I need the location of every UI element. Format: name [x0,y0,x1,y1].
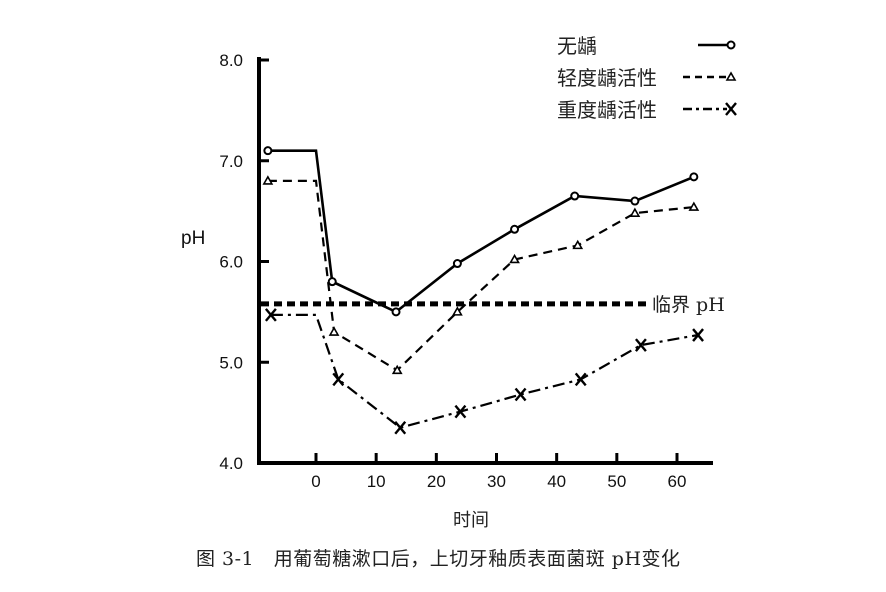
triangle-marker-icon [629,207,641,217]
legend-label: 无龋 [557,34,597,58]
x-marker-icon [332,372,345,387]
series-2 [264,308,704,435]
triangle-marker-icon [262,175,274,185]
x-axis-label: 时间 [453,510,489,531]
triangle-marker-icon [572,239,584,250]
triangle-marker-icon [725,71,737,81]
figure-caption: 图 3-1 用葡萄糖漱口后，上切牙釉质表面菌斑 pH变化 [196,548,681,570]
x-marker-icon [725,102,737,116]
x-marker-icon [692,328,704,342]
critical-ph-label: 临界 pH [652,294,725,316]
y-tick-label: 6.0 [219,253,243,272]
circle-marker-icon [689,172,699,182]
x-marker-icon [264,308,277,322]
axes: 4.0 5.0 6.0 7.0 8.0 0 10 20 30 40 50 60 [219,51,713,491]
x-marker-icon [634,338,647,352]
series-group [262,146,704,435]
circle-marker-icon [391,307,401,317]
x-tick-label: 30 [487,472,506,491]
critical-ph-line: 临界 pH [261,294,725,316]
x-marker-icon [394,420,407,435]
x-tick-label: 20 [427,472,446,491]
legend-label: 重度龋活性 [557,98,657,122]
x-tick-label: 0 [311,472,320,491]
legend-label: 轻度龋活性 [557,66,657,90]
x-tick-label: 60 [668,472,687,491]
circle-marker-icon [327,277,337,287]
series-line [267,149,695,314]
x-tick-label: 40 [547,472,566,491]
circle-marker-icon [452,259,462,269]
series-0 [263,146,699,317]
y-tick-label: 5.0 [219,353,243,372]
x-marker-icon [514,387,527,402]
circle-marker-icon [510,224,520,234]
x-marker-icon [454,404,467,419]
triangle-marker-icon [391,364,403,375]
circle-marker-icon [630,196,640,206]
triangle-marker-icon [452,306,463,316]
y-tick-label: 4.0 [219,454,243,473]
circle-marker-icon [263,146,273,156]
series-1 [262,175,700,375]
triangle-marker-icon [509,253,520,264]
x-marker-icon [574,372,587,387]
y-tick-label: 7.0 [219,152,243,171]
y-tick-label: 8.0 [219,51,243,70]
y-axis-label: pH [181,228,205,249]
series-line [267,179,694,372]
circle-marker-icon [726,40,736,50]
x-tick-label: 50 [607,472,626,491]
circle-marker-icon [570,191,580,201]
triangle-marker-icon [688,201,700,211]
x-tick-label: 10 [367,472,386,491]
triangle-marker-icon [328,326,340,336]
